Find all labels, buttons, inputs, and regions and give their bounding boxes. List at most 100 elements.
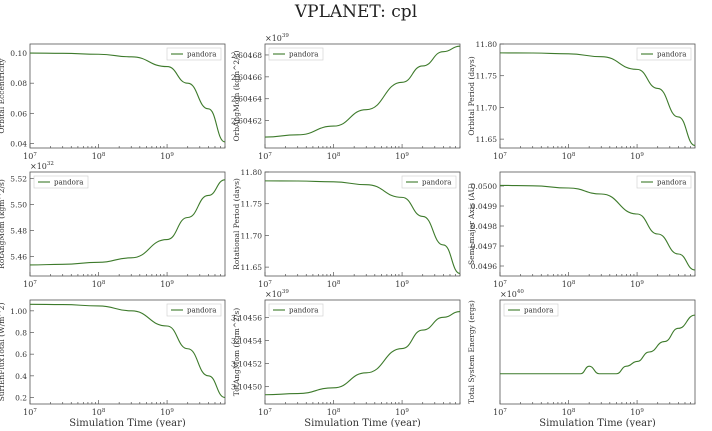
series-line-pandora	[500, 314, 696, 375]
plot-frame	[264, 171, 461, 277]
legend-box	[166, 303, 222, 317]
plot-frame	[499, 299, 696, 405]
series-line-pandora	[264, 180, 461, 275]
legend-label: pandora	[289, 307, 318, 315]
y-tick-label: 11.80	[241, 168, 263, 177]
y-tick-label: 3.10450	[231, 383, 262, 392]
y-axis-label: Total System Energy (ergs)	[467, 300, 476, 404]
x-tick-exponent: 7	[268, 280, 272, 286]
x-tick-exponent: 9	[405, 408, 409, 414]
x-tick-exponent: 7	[503, 152, 507, 158]
legend-box	[268, 303, 324, 317]
y-tick-label: 5.48	[10, 227, 27, 236]
y-tick-label: 11.65	[476, 135, 498, 144]
x-tick-label: 109	[630, 280, 644, 289]
y-tick-label: 0.08	[10, 79, 27, 88]
y-tick-label: 0.10	[10, 49, 27, 58]
x-axis-label: Simulation Time (year)	[539, 418, 656, 427]
x-tick-exponent: 8	[337, 408, 341, 414]
y-offset-exponent: 32	[47, 161, 54, 167]
plot-frame	[29, 171, 226, 277]
plot-frame	[499, 43, 696, 149]
x-tick-exponent: 9	[405, 152, 409, 158]
x-tick-label: 109	[395, 408, 409, 417]
legend-box	[166, 47, 222, 61]
y-tick-label: 2.60466	[231, 73, 262, 82]
legend-label: pandora	[657, 51, 686, 59]
plot-frame	[499, 171, 696, 277]
x-tick-label: 109	[630, 152, 644, 161]
y-tick-label: 11.75	[241, 200, 263, 209]
x-tick-exponent: 9	[170, 280, 174, 286]
legend-box	[401, 175, 457, 189]
legend-label: pandora	[657, 179, 686, 187]
x-tick-label: 107	[493, 280, 507, 289]
y-tick-label: 2.60462	[231, 117, 262, 126]
y-offset-exponent: 39	[282, 33, 289, 39]
x-tick-label: 108	[92, 408, 106, 417]
x-tick-exponent: 7	[33, 280, 37, 286]
x-tick-label: 109	[630, 408, 644, 417]
x-tick-label: 108	[327, 408, 341, 417]
x-tick-exponent: 9	[170, 408, 174, 414]
x-tick-exponent: 9	[640, 408, 644, 414]
legend-box	[503, 303, 559, 317]
series-line-pandora	[264, 311, 461, 396]
x-tick-exponent: 9	[640, 152, 644, 158]
y-tick-label: 0.6	[15, 350, 27, 359]
x-axis-label: Simulation Time (year)	[69, 418, 186, 427]
y-axis-label: Orbital Period (days)	[467, 56, 476, 135]
y-tick-label: 0.0500	[471, 182, 497, 191]
x-tick-label: 108	[562, 152, 576, 161]
series-line-pandora	[499, 52, 696, 147]
series-line-pandora	[29, 303, 226, 399]
legend-box	[33, 175, 89, 189]
y-tick-label: 0.0496	[471, 262, 497, 271]
x-tick-exponent: 7	[33, 408, 37, 414]
y-tick-label: 11.70	[476, 103, 498, 112]
series-line-pandora	[29, 179, 226, 266]
y-axis-label: Rotational Period (days)	[232, 178, 241, 270]
x-tick-label: 107	[258, 152, 272, 161]
legend-label: pandora	[187, 51, 216, 59]
x-tick-label: 108	[327, 152, 341, 161]
y-tick-label: 0.8	[15, 329, 27, 338]
x-tick-exponent: 8	[572, 152, 576, 158]
x-tick-label: 109	[160, 152, 174, 161]
y-tick-label: 0.4	[15, 372, 27, 381]
y-offset-exponent: 39	[282, 289, 289, 295]
x-tick-exponent: 8	[102, 152, 106, 158]
y-tick-label: 3.10452	[231, 360, 262, 369]
x-tick-exponent: 8	[337, 152, 341, 158]
y-tick-label: 1.00	[10, 307, 27, 316]
y-tick-label: 5.50	[10, 201, 27, 210]
y-tick-label: 0.06	[10, 109, 27, 118]
x-tick-label: 109	[395, 280, 409, 289]
x-tick-label: 107	[23, 152, 37, 161]
y-axis-label: OrbAngMom (kgm^2/s)	[232, 50, 241, 141]
x-tick-exponent: 9	[640, 280, 644, 286]
y-tick-label: 11.75	[476, 72, 498, 81]
y-offset-label: ×1039	[265, 33, 289, 43]
y-tick-label: 5.46	[10, 253, 27, 262]
legend-label: pandora	[289, 51, 318, 59]
plot-frame	[264, 43, 461, 149]
legend-box	[268, 47, 324, 61]
legend-label: pandora	[524, 307, 553, 315]
x-tick-label: 107	[23, 408, 37, 417]
y-offset-label: ×1032	[30, 161, 54, 171]
x-tick-exponent: 8	[102, 408, 106, 414]
legend-box	[636, 47, 692, 61]
x-tick-label: 107	[493, 152, 507, 161]
x-tick-exponent: 7	[268, 152, 272, 158]
x-tick-exponent: 7	[503, 408, 507, 414]
x-tick-exponent: 7	[268, 408, 272, 414]
y-tick-label: 0.0497	[471, 242, 497, 251]
y-tick-label: 0.0498	[471, 222, 497, 231]
figure-title: VPLANET: cpl	[294, 2, 418, 22]
y-axis-label: Semi-major Axis (AU)	[467, 183, 476, 265]
series-line-pandora	[264, 45, 461, 138]
x-tick-label: 109	[160, 280, 174, 289]
